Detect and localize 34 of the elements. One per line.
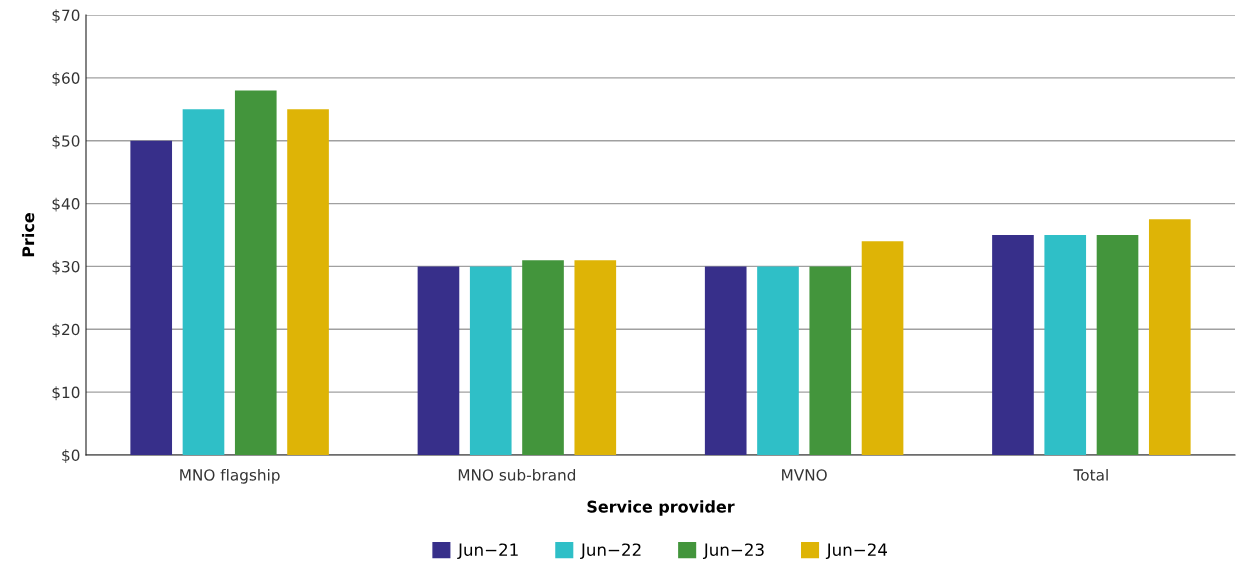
- y-tick-label: $60: [52, 72, 80, 86]
- legend-label: Jun−22: [580, 543, 641, 560]
- bar: [809, 266, 852, 455]
- bar: [1148, 219, 1191, 455]
- x-tick-label: MNO flagship: [180, 468, 280, 484]
- bar: [1044, 235, 1087, 455]
- y-tick-label: $0: [62, 449, 80, 464]
- legend-label: Jun−23: [702, 543, 764, 560]
- y-tick-label: $20: [52, 323, 80, 338]
- x-tick-label: MVNO: [782, 469, 827, 481]
- bar: [417, 266, 460, 455]
- bar: [704, 266, 747, 455]
- legend-label: Jun−21: [457, 543, 518, 560]
- x-tick-label: MNO sub-brand: [458, 468, 576, 481]
- x-axis-title: Service provider: [587, 500, 735, 516]
- bar: [861, 241, 904, 455]
- bar: [234, 90, 277, 455]
- x-tick-label: Total: [1073, 468, 1108, 481]
- y-tick-label: $70: [52, 9, 80, 24]
- bar: [469, 266, 512, 455]
- y-tick-label: $30: [52, 260, 80, 275]
- bar: [130, 140, 173, 455]
- bar: [992, 235, 1034, 455]
- y-tick-label: $50: [52, 134, 80, 149]
- legend-label: Jun−24: [825, 543, 887, 560]
- bar: [182, 109, 225, 455]
- bar: [1096, 235, 1139, 455]
- bar: [287, 109, 329, 455]
- bar: [522, 260, 564, 455]
- y-tick-label: $10: [52, 386, 80, 401]
- y-tick-label: $40: [52, 197, 80, 212]
- bar: [574, 260, 617, 455]
- bar: [757, 266, 799, 455]
- y-axis-title: Price: [21, 213, 35, 257]
